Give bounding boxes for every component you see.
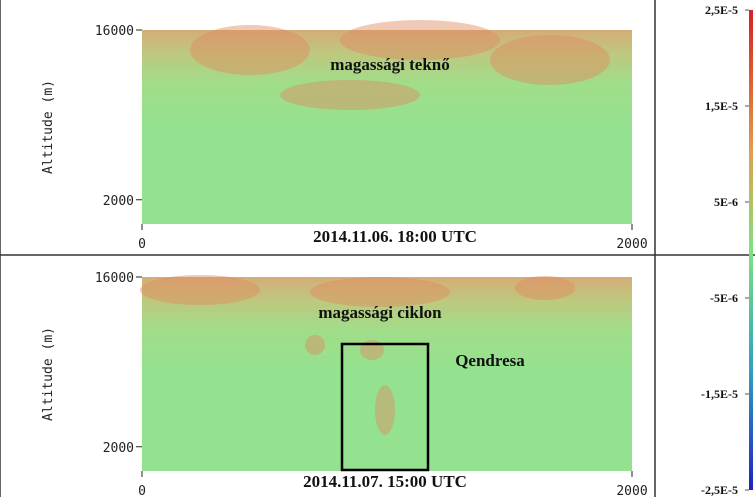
x-tick-label: 0 <box>138 484 146 497</box>
colorbar-tick-label: -1,5E-5 <box>701 387 738 401</box>
figure: 2000 16000 0 2000 Altitude (m) 2014.11.06. 18… <box>0 0 755 497</box>
colorbar-tick-label: 1,5E-5 <box>705 99 738 113</box>
heatmap-blob <box>515 276 575 300</box>
y-tick-label: 2000 <box>103 441 134 456</box>
heatmap-blob <box>190 25 310 75</box>
y-axis-label: Altitude (m) <box>41 327 56 421</box>
heatmap-blob <box>305 335 325 355</box>
y-tick-label: 2000 <box>103 194 134 209</box>
annotation: magassági teknő <box>330 55 450 74</box>
heatmap-blob <box>280 80 420 110</box>
y-tick-label: 16000 <box>95 24 134 39</box>
y-axis-label: Altitude (m) <box>41 80 56 174</box>
heatmap-blob <box>340 20 500 60</box>
colorbar <box>749 10 753 490</box>
x-tick-label: 2000 <box>616 484 647 497</box>
y-tick-label: 16000 <box>95 271 134 286</box>
annotation: Qendresa <box>455 351 525 370</box>
panel-title: 2014.11.06. 18:00 UTC <box>313 227 477 246</box>
colorbar-tick-label: 5E-6 <box>714 195 738 209</box>
colorbar-tick-label: -2,5E-5 <box>701 483 738 497</box>
heatmap-blob <box>490 35 610 85</box>
heatmap-blob <box>140 275 260 305</box>
x-tick-label: 2000 <box>616 237 647 252</box>
annotation: magassági ciklon <box>318 303 442 322</box>
colorbar-tick-label: -5E-6 <box>710 291 738 305</box>
panel-title: 2014.11.07. 15:00 UTC <box>303 472 467 491</box>
x-tick-label: 0 <box>138 237 146 252</box>
colorbar-tick-label: 2,5E-5 <box>705 3 738 17</box>
heatmap-blob <box>375 385 395 435</box>
